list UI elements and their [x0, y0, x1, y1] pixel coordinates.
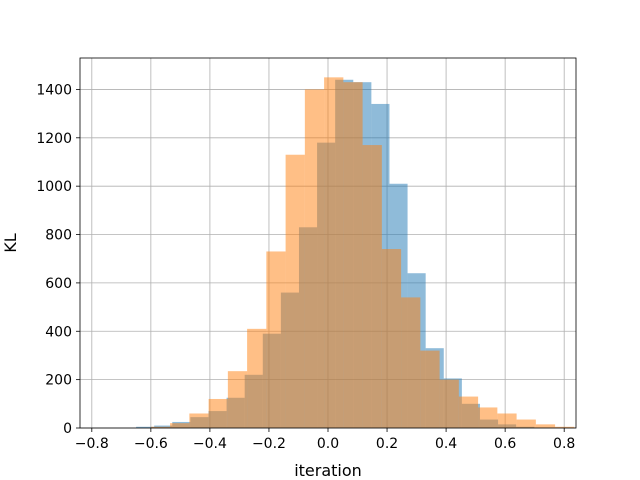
bar-series-2 — [535, 424, 556, 428]
x-tick-label: −0.6 — [134, 436, 168, 452]
bar-series-2 — [401, 297, 421, 428]
bar-series-2 — [439, 379, 459, 428]
y-tick-label: 800 — [45, 228, 72, 244]
x-axis-ticks: −0.8 −0.6 −0.4 −0.2 0.0 0.2 0.4 0.6 0.8 — [75, 428, 575, 452]
bar-series-2 — [478, 407, 498, 428]
y-tick-label: 200 — [45, 373, 72, 389]
y-axis-ticks: 0 200 400 600 800 1000 1200 1400 — [36, 82, 80, 437]
x-tick-label: −0.4 — [193, 436, 227, 452]
bar-series-2 — [227, 371, 248, 428]
bar-series-2 — [516, 419, 536, 428]
bar-series-2 — [497, 413, 517, 428]
y-tick-label: 0 — [63, 421, 72, 437]
bar-series-2 — [247, 328, 267, 428]
bar-series-2 — [208, 398, 228, 428]
x-tick-label: 0.0 — [317, 436, 339, 452]
bar-series-2 — [555, 426, 575, 428]
y-tick-label: 1400 — [36, 82, 72, 98]
bar-series-2 — [324, 77, 344, 428]
histogram-bars — [136, 77, 575, 429]
bar-series-2 — [304, 89, 325, 428]
bar-series-2 — [458, 396, 479, 428]
y-tick-label: 400 — [45, 324, 72, 340]
x-tick-label: −0.8 — [75, 436, 109, 452]
bar-series-1 — [154, 425, 173, 428]
bar-series-2 — [150, 426, 171, 428]
y-tick-label: 1000 — [36, 179, 72, 195]
y-axis-label: KL — [1, 233, 20, 252]
bar-series-2 — [170, 423, 190, 428]
x-axis-label: iteration — [294, 461, 362, 480]
bar-series-2 — [189, 413, 209, 428]
x-tick-label: 0.2 — [376, 436, 398, 452]
bar-series-2 — [343, 82, 363, 428]
y-tick-label: 600 — [45, 276, 72, 292]
bar-series-2 — [266, 251, 286, 428]
x-tick-label: −0.2 — [252, 436, 286, 452]
x-tick-label: 0.8 — [553, 436, 575, 452]
bar-series-2 — [381, 249, 402, 428]
bar-series-1 — [136, 426, 155, 428]
bar-series-2 — [285, 154, 305, 428]
y-tick-label: 1200 — [36, 131, 72, 147]
x-tick-label: 0.6 — [494, 436, 516, 452]
bar-series-2 — [420, 350, 440, 428]
x-tick-label: 0.4 — [435, 436, 457, 452]
bar-series-2 — [362, 145, 382, 428]
